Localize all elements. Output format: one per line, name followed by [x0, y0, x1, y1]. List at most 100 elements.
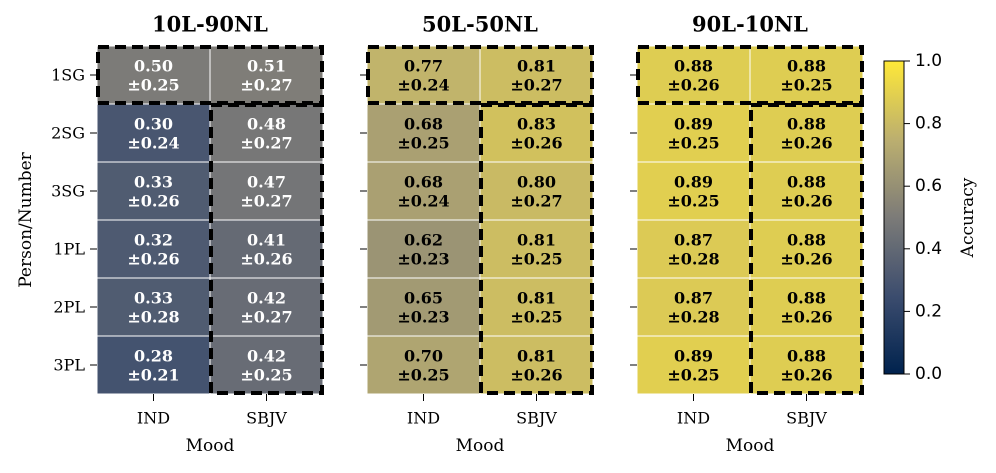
- cell-std-label: ±0.23: [397, 250, 449, 269]
- highlight-box: [636, 45, 864, 105]
- cell-mean-label: 0.88: [787, 231, 826, 250]
- cell-std-label: ±0.25: [510, 250, 562, 269]
- cell-mean-label: 0.87: [674, 231, 713, 250]
- cell-mean-label: 0.88: [787, 347, 826, 366]
- heatmap-cell: [479, 45, 594, 105]
- colorbar-tick-label: 0.4: [915, 239, 942, 259]
- heatmap-cell: [209, 335, 324, 395]
- cell-std-label: ±0.25: [397, 366, 449, 385]
- colorbar-tick-label: 0.6: [915, 176, 942, 196]
- cell-mean-label: 0.88: [674, 57, 713, 76]
- y-axis-label: Person/Number: [16, 151, 36, 287]
- cell-std-label: ±0.28: [667, 250, 719, 269]
- heatmap-cell: [479, 103, 594, 163]
- x-tick-label: IND: [677, 409, 710, 428]
- heatmap-cell: [209, 161, 324, 221]
- colorbar-tick-label: 1.0: [915, 51, 942, 71]
- highlight-box: [96, 45, 324, 105]
- heatmap-cell: [636, 277, 751, 337]
- cell-std-label: ±0.26: [780, 192, 832, 211]
- y-tick-label: 1SG: [51, 66, 85, 85]
- colorbar-label: Accuracy: [958, 177, 978, 258]
- y-tick-label: 2SG: [51, 124, 85, 143]
- cell-std-label: ±0.26: [127, 192, 179, 211]
- cell-std-label: ±0.27: [240, 134, 292, 153]
- cell-std-label: ±0.25: [397, 134, 449, 153]
- cell-mean-label: 0.89: [674, 347, 713, 366]
- cell-std-label: ±0.28: [127, 308, 179, 327]
- cell-mean-label: 0.88: [787, 115, 826, 134]
- x-tick-label: IND: [137, 409, 170, 428]
- cell-mean-label: 0.62: [404, 231, 443, 250]
- heatmap-cell: [209, 103, 324, 163]
- colorbar-tick-label: 0.8: [915, 114, 942, 134]
- cell-mean-label: 0.88: [787, 289, 826, 308]
- cell-mean-label: 0.42: [247, 289, 286, 308]
- cell-std-label: ±0.25: [510, 308, 562, 327]
- x-tick-label: SBJV: [516, 409, 557, 428]
- cell-mean-label: 0.41: [247, 231, 286, 250]
- y-tick-label: 3PL: [53, 356, 85, 375]
- cell-mean-label: 0.88: [787, 173, 826, 192]
- cell-mean-label: 0.51: [247, 57, 286, 76]
- heatmap-cell: [749, 161, 864, 221]
- heatmap-cell: [96, 161, 211, 221]
- cell-mean-label: 0.68: [404, 173, 443, 192]
- cell-mean-label: 0.77: [404, 57, 443, 76]
- cell-std-label: ±0.25: [240, 366, 292, 385]
- cell-mean-label: 0.50: [134, 57, 173, 76]
- cell-mean-label: 0.42: [247, 347, 286, 366]
- cell-std-label: ±0.27: [240, 76, 292, 95]
- cell-mean-label: 0.81: [517, 57, 556, 76]
- cell-mean-label: 0.81: [517, 347, 556, 366]
- cell-mean-label: 0.87: [674, 289, 713, 308]
- panel-title: 50L-50NL: [422, 12, 538, 37]
- heatmap-cell: [366, 277, 481, 337]
- colorbar: [883, 60, 905, 375]
- cell-std-label: ±0.25: [667, 134, 719, 153]
- y-tick-label: 3SG: [51, 182, 85, 201]
- x-axis-label: Mood: [726, 436, 775, 456]
- cell-std-label: ±0.26: [510, 134, 562, 153]
- cell-mean-label: 0.81: [517, 289, 556, 308]
- x-tick-label: SBJV: [246, 409, 287, 428]
- cell-mean-label: 0.83: [517, 115, 556, 134]
- cell-mean-label: 0.68: [404, 115, 443, 134]
- cell-std-label: ±0.26: [127, 250, 179, 269]
- cell-std-label: ±0.26: [780, 308, 832, 327]
- cell-mean-label: 0.88: [787, 57, 826, 76]
- cell-mean-label: 0.70: [404, 347, 443, 366]
- cell-std-label: ±0.27: [240, 192, 292, 211]
- heatmap-cell: [366, 219, 481, 279]
- highlight-box: [479, 103, 594, 395]
- cell-mean-label: 0.81: [517, 231, 556, 250]
- heatmap-cell: [209, 45, 324, 105]
- cell-mean-label: 0.28: [134, 347, 173, 366]
- cell-mean-label: 0.33: [134, 289, 173, 308]
- x-axis-label: Mood: [456, 436, 505, 456]
- cell-std-label: ±0.26: [780, 366, 832, 385]
- cell-mean-label: 0.33: [134, 173, 173, 192]
- cell-mean-label: 0.80: [517, 173, 556, 192]
- cell-mean-label: 0.30: [134, 115, 173, 134]
- x-tick-label: IND: [407, 409, 440, 428]
- colorbar-tick-label: 0.0: [915, 364, 942, 384]
- heatmap-cell: [479, 219, 594, 279]
- heatmap-cell: [96, 45, 211, 105]
- cell-std-label: ±0.23: [397, 308, 449, 327]
- heatmap-cell: [749, 277, 864, 337]
- cell-mean-label: 0.89: [674, 173, 713, 192]
- cell-std-label: ±0.24: [397, 192, 449, 211]
- cell-std-label: ±0.25: [667, 366, 719, 385]
- cell-mean-label: 0.89: [674, 115, 713, 134]
- cell-std-label: ±0.25: [127, 76, 179, 95]
- cell-std-label: ±0.27: [240, 308, 292, 327]
- panel-title: 10L-90NL: [152, 12, 268, 37]
- cell-std-label: ±0.25: [667, 192, 719, 211]
- cell-std-label: ±0.24: [127, 134, 179, 153]
- heatmap-cell: [636, 45, 751, 105]
- panel-title: 90L-10NL: [692, 12, 808, 37]
- y-tick-label: 1PL: [53, 240, 85, 259]
- x-tick-label: SBJV: [786, 409, 827, 428]
